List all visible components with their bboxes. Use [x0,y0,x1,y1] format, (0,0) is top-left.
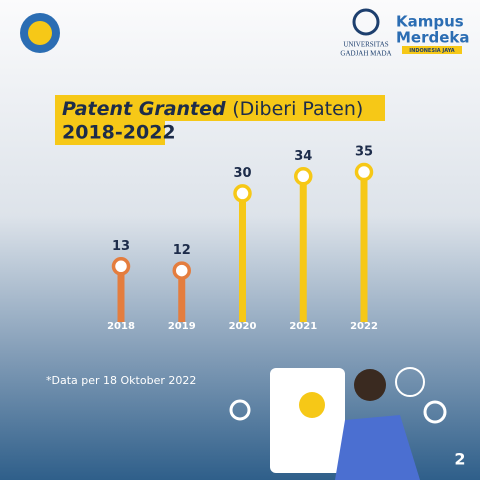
illustration-person-head [354,369,386,401]
ugm-name: GADJAH MADA [340,50,391,58]
x-tick-label: 2022 [350,321,378,332]
lollipop-stem [360,172,368,322]
illustration-bulb [395,367,425,397]
page-number: 2 [454,450,465,469]
illustration-gear [423,400,447,424]
kampus-logo: Merdeka [396,29,470,47]
x-tick-label: 2021 [289,321,317,332]
value-label: 30 [233,166,251,181]
chart-title: Patent Granted (Diberi Paten) [62,98,363,120]
value-label: 34 [294,149,312,164]
illustration-document [270,368,345,473]
lollipop-stem [117,266,125,322]
plot: 13 2018 12 2019 30 2020 34 2021 35 2022 [107,145,378,333]
ministry-logo-inner [28,21,52,45]
lollipop-head [172,261,191,280]
x-tick-label: 2019 [168,321,196,332]
title-highlight [55,95,385,121]
illustration-person-body [335,415,420,480]
lollipop-stem [299,176,307,322]
lollipop-head [294,167,313,186]
lollipop-stem [178,270,186,322]
value-label: 12 [173,243,191,258]
ugm-name: UNIVERSITAS [343,41,388,49]
ugm-emblem [352,8,380,36]
title-suffix: (Diberi Paten) [232,98,363,120]
tagline-bg [402,46,462,54]
kampus-logo: Kampus [396,13,464,31]
x-tick-label: 2018 [107,321,135,332]
value-label: 13 [112,239,130,254]
illustration-gear [229,399,251,421]
title-highlight [55,121,165,145]
chart-subtitle: 2018-2022 [62,122,176,144]
lollipop-head [354,162,374,182]
footnote: *Data per 18 Oktober 2022 [46,374,196,387]
title-main: Patent Granted [62,98,226,120]
lollipop-head [233,184,252,203]
x-tick-label: 2020 [229,321,257,332]
illustration-lock [299,392,325,418]
value-label: 35 [355,145,373,160]
lollipop-head [111,257,131,276]
lollipop-stem [239,193,246,322]
tagline: INDONESIA JAYA [409,48,455,54]
